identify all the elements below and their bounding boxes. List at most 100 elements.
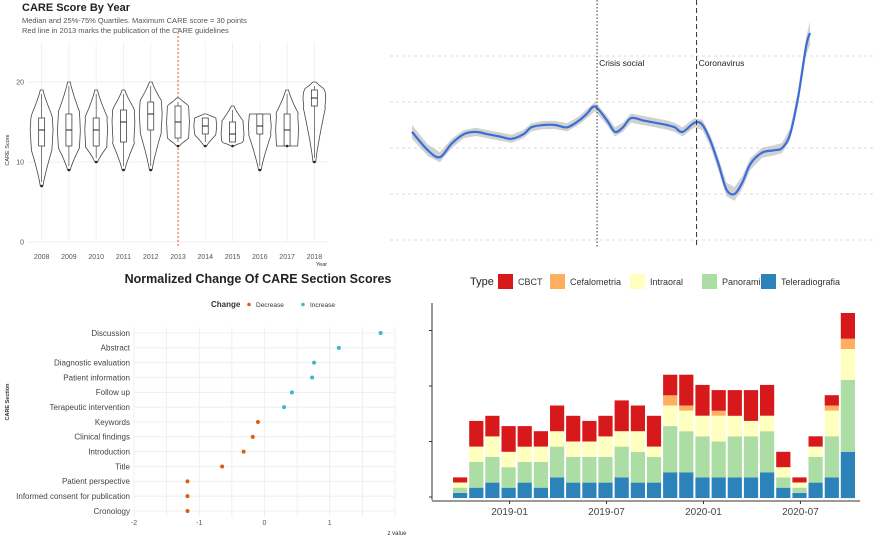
bar-segment-intraoral bbox=[469, 446, 484, 462]
bar-segment-panoramica bbox=[533, 462, 548, 488]
dot-clinical-findings bbox=[250, 434, 255, 439]
bar-segment-cbct bbox=[566, 415, 581, 442]
bar-segment-panoramica bbox=[614, 446, 629, 478]
legend-dot-increase bbox=[301, 302, 305, 307]
bar-segment-intraoral bbox=[760, 415, 775, 432]
bar-segment-panoramica bbox=[550, 446, 565, 478]
bar-segment-teleradiografia bbox=[760, 472, 775, 498]
bar-segment-panoramica bbox=[646, 456, 662, 483]
category-label: Cronology bbox=[94, 507, 130, 516]
event-label: Coronavirus bbox=[699, 58, 745, 68]
bar-segment-cbct bbox=[614, 400, 629, 432]
category-label: Follow up bbox=[96, 388, 131, 397]
bar-segment-intraoral bbox=[663, 405, 678, 427]
bar-segment-panoramica bbox=[695, 436, 710, 478]
outlier-point bbox=[67, 168, 71, 172]
outlier-point bbox=[285, 144, 289, 148]
legend-swatch bbox=[630, 274, 645, 289]
bar-segment-panoramica bbox=[776, 477, 791, 488]
x-tick-label: 2008 bbox=[34, 254, 50, 261]
bar-segment-cbct bbox=[469, 420, 484, 447]
bar-segment-cefalometria bbox=[679, 405, 694, 411]
legend-label: Teleradiografia bbox=[781, 277, 840, 287]
bar-segment-panoramica bbox=[630, 451, 645, 483]
bar-segment-panoramica bbox=[598, 456, 613, 483]
legend-swatch bbox=[702, 274, 717, 289]
outlier-point bbox=[40, 184, 43, 188]
legend-label: Panoramica bbox=[722, 277, 770, 287]
bar-segment-cbct bbox=[840, 313, 855, 339]
y-tick-label: 0 bbox=[20, 240, 24, 247]
x-tick-label: 2015 bbox=[225, 254, 241, 261]
bar-segment-cbct bbox=[808, 436, 823, 447]
bar-segment-teleradiografia bbox=[501, 487, 516, 498]
bar-segment-cbct bbox=[776, 451, 791, 468]
bar-segment-cefalometria bbox=[840, 338, 855, 349]
bar-segment-panoramica bbox=[711, 441, 726, 478]
bar-segment-panoramica bbox=[824, 436, 839, 478]
bar-segment-cbct bbox=[824, 395, 839, 406]
category-label: Informed consent for publication bbox=[16, 492, 130, 501]
category-label: Title bbox=[115, 462, 130, 471]
bar-segment-teleradiografia bbox=[453, 492, 468, 498]
dot-chart: Normalized Change Of CARE Section Scores… bbox=[5, 272, 407, 537]
box-2016 bbox=[256, 113, 264, 135]
dot-introduction bbox=[241, 449, 246, 454]
bar-segment-teleradiografia bbox=[550, 477, 565, 498]
outlier-point bbox=[94, 160, 98, 164]
bar-segment-panoramica bbox=[792, 487, 807, 493]
bar-segment-intraoral bbox=[679, 410, 694, 432]
radiography-type-panel: Type CBCT Cefalometria Intraoral Panoramica… bbox=[410, 269, 876, 538]
bar-segment-panoramica bbox=[469, 462, 484, 488]
x-axis-label: z value bbox=[387, 531, 407, 537]
stacked-bar-chart: Type CBCT Cefalometria Intraoral Panoramica… bbox=[429, 274, 860, 518]
dot-plot-area: -2 -1 0 1 Discussion Abstract Diagnostic evalu… bbox=[16, 327, 396, 527]
bar-segment-cbct bbox=[550, 405, 565, 432]
x-tick-label: 2011 bbox=[116, 254, 131, 261]
bar-segment-teleradiografia bbox=[485, 482, 500, 498]
x-tick-label: -2 bbox=[131, 520, 137, 527]
category-label: Diagnostic evaluation bbox=[54, 358, 130, 367]
bar-segment-intraoral bbox=[614, 431, 629, 447]
box-2015 bbox=[229, 121, 236, 143]
bar-segment-cbct bbox=[663, 374, 678, 396]
bar-segment-cbct bbox=[533, 431, 548, 447]
bar-segment-intraoral bbox=[533, 446, 548, 462]
dot-keywords bbox=[255, 420, 260, 424]
bar-segment-intraoral bbox=[501, 451, 516, 468]
bar-segment-cbct bbox=[485, 415, 500, 437]
trend-line-panel: Crisis social Coronavirus bbox=[390, 0, 876, 269]
bar-segment-teleradiografia bbox=[808, 482, 823, 498]
x-tick-label: 2013 bbox=[170, 254, 186, 261]
legend-dot-decrease bbox=[247, 302, 251, 307]
bar-segment-cbct bbox=[792, 477, 807, 483]
bar-segment-panoramica bbox=[679, 431, 694, 473]
dot-follow-up bbox=[289, 390, 294, 395]
bar-segment-intraoral bbox=[840, 349, 855, 380]
bar-segment-teleradiografia bbox=[727, 477, 742, 498]
outlier-point bbox=[149, 168, 153, 172]
bar-segment-cbct bbox=[711, 390, 726, 411]
bar-segment-cefalometria bbox=[711, 410, 726, 416]
bar-segment-panoramica bbox=[453, 487, 468, 493]
dot-title bbox=[220, 464, 225, 469]
category-label: Keywords bbox=[95, 418, 130, 427]
bar-segment-panoramica bbox=[485, 456, 500, 483]
category-label: Clinical findings bbox=[74, 433, 130, 442]
box-2012 bbox=[147, 101, 155, 131]
bar-segment-teleradiografia bbox=[840, 451, 855, 499]
bar-segment-teleradiografia bbox=[566, 482, 581, 498]
outlier-point bbox=[258, 168, 262, 172]
bar-segment-cbct bbox=[501, 426, 516, 452]
dot-cronology bbox=[185, 509, 190, 513]
bar-segment-intraoral bbox=[743, 420, 759, 437]
bar-segment-panoramica bbox=[663, 426, 678, 473]
bar-segment-cefalometria bbox=[663, 395, 678, 406]
bar-segment-teleradiografia bbox=[776, 487, 791, 498]
x-axis-label: Year bbox=[316, 262, 327, 268]
y-tick-label: 10 bbox=[16, 160, 24, 167]
box-2008 bbox=[38, 117, 46, 147]
bar-segment-intraoral bbox=[808, 446, 823, 457]
bar-segment-intraoral bbox=[598, 436, 613, 457]
bar-segment-panoramica bbox=[727, 436, 742, 478]
